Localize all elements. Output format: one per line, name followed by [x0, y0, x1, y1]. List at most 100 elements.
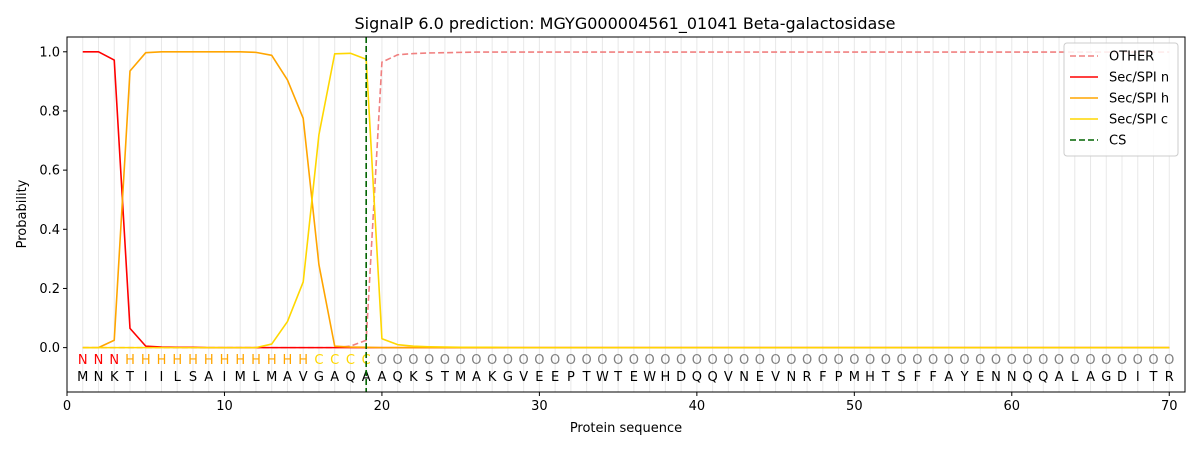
x-tick-label: 40: [689, 399, 706, 414]
region-label: O: [1148, 353, 1158, 368]
legend-label: CS: [1109, 134, 1126, 149]
region-label: H: [204, 353, 214, 368]
region-label: O: [645, 353, 655, 368]
residue-letter: T: [1149, 370, 1158, 385]
region-label: O: [849, 353, 859, 368]
region-label: N: [109, 353, 119, 368]
residue-letter: V: [299, 370, 308, 385]
region-label: H: [220, 353, 230, 368]
residue-letter: Y: [960, 370, 969, 385]
residue-letter: S: [189, 370, 197, 385]
residue-letter: S: [425, 370, 433, 385]
region-label: O: [1022, 353, 1032, 368]
region-label: H: [251, 353, 261, 368]
x-tick-label: 20: [374, 399, 391, 414]
legend-label: Sec/SPI h: [1109, 92, 1169, 107]
residue-annotations: NMNNNKHTHIHIHLHSHAHIHMHLHMHAHVCGCACQCAOA…: [77, 353, 1174, 385]
x-axis-label: Protein sequence: [570, 421, 682, 436]
residue-letter: G: [503, 370, 513, 385]
region-label: H: [157, 353, 167, 368]
x-tick-label: 0: [63, 399, 71, 414]
region-label: O: [707, 353, 717, 368]
chart-title: SignalP 6.0 prediction: MGYG000004561_01…: [354, 14, 895, 34]
region-label: O: [739, 353, 749, 368]
residue-letter: A: [1055, 370, 1064, 385]
region-label: O: [597, 353, 607, 368]
region-label: O: [1133, 353, 1143, 368]
region-label: O: [660, 353, 670, 368]
region-label: O: [1164, 353, 1174, 368]
region-label: O: [786, 353, 796, 368]
region-label: O: [1085, 353, 1095, 368]
series-line-sec-spi-h: [82, 50, 1170, 349]
region-label: O: [440, 353, 450, 368]
residue-letter: M: [849, 370, 860, 385]
region-label: N: [78, 353, 88, 368]
y-tick-label: 0.0: [39, 341, 60, 356]
residue-letter: I: [1136, 370, 1140, 385]
region-label: O: [975, 353, 985, 368]
residue-letter: Q: [1038, 370, 1048, 385]
residue-letter: I: [144, 370, 148, 385]
residue-letter: G: [314, 370, 324, 385]
region-label: O: [865, 353, 875, 368]
legend-box: [1063, 42, 1179, 157]
residue-letter: F: [914, 370, 921, 385]
residue-letter: N: [739, 370, 749, 385]
legend: OTHER Sec/SPI n Sec/SPI h Sec/SPI c CS: [1063, 42, 1179, 157]
region-label: O: [676, 353, 686, 368]
region-label: H: [283, 353, 293, 368]
x-tick-label: 70: [1161, 399, 1178, 414]
y-tick-label: 0.6: [39, 164, 60, 179]
residue-letter: N: [786, 370, 796, 385]
region-label: O: [944, 353, 954, 368]
residue-letter: K: [110, 370, 119, 385]
residue-letter: T: [582, 370, 591, 385]
region-label: O: [692, 353, 702, 368]
residue-letter: M: [455, 370, 466, 385]
region-label: O: [408, 353, 418, 368]
y-tick-label: 1.0: [39, 45, 60, 60]
region-label: H: [125, 353, 135, 368]
residue-letter: T: [613, 370, 622, 385]
residue-letter: T: [125, 370, 134, 385]
residue-letter: F: [929, 370, 936, 385]
residue-letter: E: [756, 370, 764, 385]
region-label: O: [613, 353, 623, 368]
y-tick-label: 0.8: [39, 104, 60, 119]
residue-letter: S: [897, 370, 905, 385]
region-label: H: [267, 353, 277, 368]
legend-label: Sec/SPI c: [1109, 113, 1168, 128]
x-axis-ticks: 0 10 20 30 40 50 60 70: [63, 392, 1178, 414]
region-label: O: [487, 353, 497, 368]
residue-letter: P: [567, 370, 575, 385]
region-label: O: [519, 353, 529, 368]
legend-label: OTHER: [1109, 50, 1154, 65]
region-label: O: [1038, 353, 1048, 368]
x-tick-label: 50: [846, 399, 863, 414]
residue-letter: M: [235, 370, 246, 385]
residue-letter: R: [803, 370, 812, 385]
residue-letter: E: [976, 370, 984, 385]
y-axis-label: Probability: [15, 179, 30, 248]
residue-letter: V: [519, 370, 528, 385]
region-label: O: [393, 353, 403, 368]
region-label: C: [314, 353, 323, 368]
plot-frame: [66, 36, 1186, 393]
x-tick-label: 10: [216, 399, 233, 414]
residue-letter: V: [724, 370, 733, 385]
region-label: O: [1101, 353, 1111, 368]
series-line-sec-spi-n: [82, 50, 1170, 349]
residue-letter: A: [330, 370, 339, 385]
x-tick-label: 30: [531, 399, 548, 414]
residue-letter: E: [551, 370, 559, 385]
residue-letter: W: [596, 370, 609, 385]
region-label: O: [959, 353, 969, 368]
region-label: H: [235, 353, 245, 368]
legend-label: Sec/SPI n: [1109, 71, 1169, 86]
region-label: O: [818, 353, 828, 368]
residue-letter: Q: [692, 370, 702, 385]
region-label: O: [582, 353, 592, 368]
residue-letter: W: [643, 370, 656, 385]
